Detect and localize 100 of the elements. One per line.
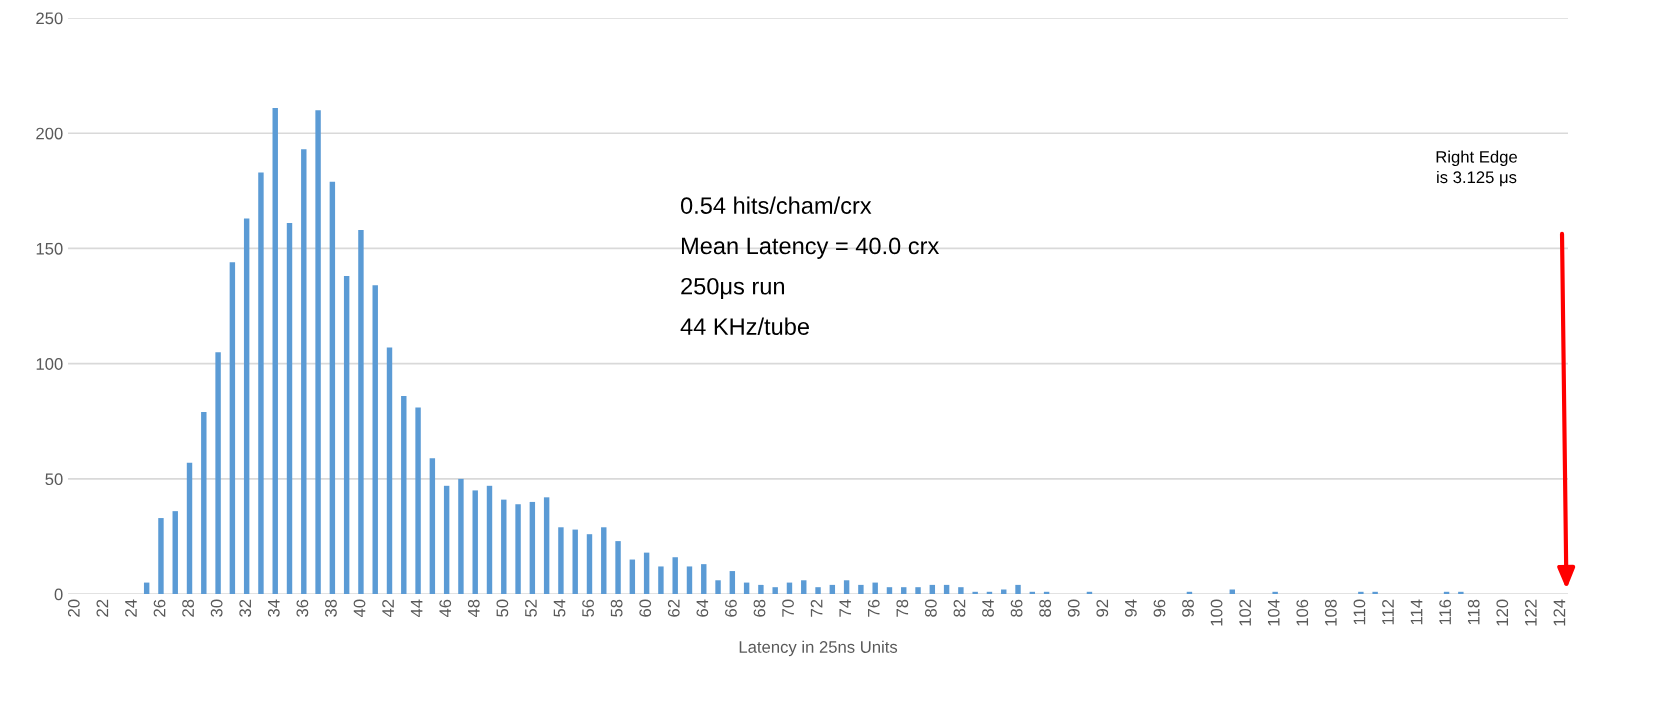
bar (586, 534, 593, 595)
annotation: 250μs run (681, 277, 785, 299)
x-tick-label: 46 (439, 599, 452, 618)
x-tick-label: 76 (867, 599, 880, 617)
x-tick-label: 40 (353, 599, 366, 618)
x-tick-label: 96 (1153, 599, 1166, 617)
bar (829, 584, 836, 595)
x-tick-label: 48 (467, 599, 480, 618)
bar (186, 462, 193, 595)
x-tick-label: 58 (610, 599, 623, 617)
x-tick-label: 24 (125, 599, 137, 617)
bar (543, 497, 550, 595)
bar (915, 587, 921, 595)
x-tick-label: 100 (1210, 599, 1223, 626)
x-tick-label: 44 (410, 599, 423, 618)
bar (529, 501, 536, 595)
bar (643, 552, 650, 595)
bar (358, 230, 364, 595)
x-tick-label: 22 (96, 599, 109, 617)
bar (429, 458, 436, 595)
annotation: 44 KHz/tube (680, 317, 809, 335)
x-tick-label: 108 (1324, 599, 1337, 626)
x-tick-label: 56 (582, 599, 594, 617)
bar (658, 566, 664, 595)
bar (1458, 591, 1464, 595)
bar (701, 564, 707, 595)
x-tick-label: 86 (1010, 599, 1023, 617)
bar (501, 499, 507, 595)
x-tick-label: 120 (1496, 599, 1509, 626)
bar (1001, 589, 1007, 595)
bar (215, 352, 221, 595)
x-tick-label: 110 (1353, 599, 1366, 625)
x-tick-label: 114 (1410, 599, 1423, 625)
bar (801, 580, 807, 595)
bar (443, 485, 450, 595)
x-tick-label: 106 (1296, 599, 1309, 626)
x-tick-label: 66 (725, 599, 737, 617)
bar (372, 285, 378, 595)
x-tick-label: 78 (896, 599, 909, 617)
bar (401, 395, 407, 595)
bar (1015, 584, 1021, 595)
x-tick-label: 118 (1467, 599, 1480, 625)
bar (301, 149, 307, 595)
x-tick-label: 50 (496, 599, 509, 617)
x-tick-label: 112 (1382, 599, 1394, 625)
x-tick-label: 60 (639, 599, 652, 617)
bar (258, 172, 264, 595)
bar (386, 347, 393, 595)
bar (1229, 589, 1236, 595)
bar (486, 485, 493, 595)
x-tick-label: 72 (810, 599, 823, 617)
bar (1372, 591, 1378, 595)
x-tick-label: 124 (1553, 599, 1566, 626)
bar (958, 587, 964, 595)
y-tick-label: 50 (45, 473, 63, 486)
bar (929, 584, 936, 595)
x-tick-label: 102 (1239, 599, 1252, 626)
x-tick-label: 36 (296, 599, 309, 617)
x-tick-label: 34 (267, 599, 280, 617)
bar (572, 529, 578, 595)
x-tick-label: 20 (67, 599, 80, 617)
x-tick-label: 104 (1267, 599, 1280, 626)
y-tick-label: 100 (36, 358, 63, 370)
bar (315, 110, 321, 595)
bar (201, 412, 207, 595)
x-tick-label: 70 (782, 599, 794, 617)
bar (943, 584, 950, 595)
bar (729, 571, 736, 595)
bar (815, 587, 821, 595)
bar (472, 490, 478, 595)
x-tick-label: 52 (525, 599, 537, 617)
bar (886, 587, 893, 595)
bar (843, 580, 850, 595)
x-tick-label: 92 (1096, 599, 1109, 617)
bar (172, 511, 178, 595)
x-tick-label: 98 (1182, 599, 1194, 617)
x-tick-label: 42 (382, 599, 394, 618)
bar (558, 527, 564, 595)
y-tick-label: 250 (36, 12, 63, 25)
bar (772, 587, 778, 595)
x-tick-label: 68 (753, 599, 766, 617)
x-tick-label: 38 (325, 599, 337, 617)
x-tick-label: 82 (953, 599, 966, 617)
bar (972, 591, 978, 595)
bar (343, 276, 350, 595)
bar (1358, 591, 1364, 595)
bar (872, 582, 878, 595)
bar (601, 527, 607, 595)
x-tick-label: 74 (839, 599, 851, 617)
x-tick-label: 80 (924, 599, 937, 617)
bar (758, 584, 764, 595)
x-tick-label: 30 (210, 599, 223, 617)
bar (243, 218, 250, 595)
x-tick-label: 88 (1039, 599, 1052, 617)
bar (629, 559, 636, 595)
bar (458, 478, 464, 595)
bar (229, 262, 236, 595)
bar (158, 518, 164, 595)
bar (272, 107, 278, 595)
x-tick-label: 62 (667, 599, 680, 617)
